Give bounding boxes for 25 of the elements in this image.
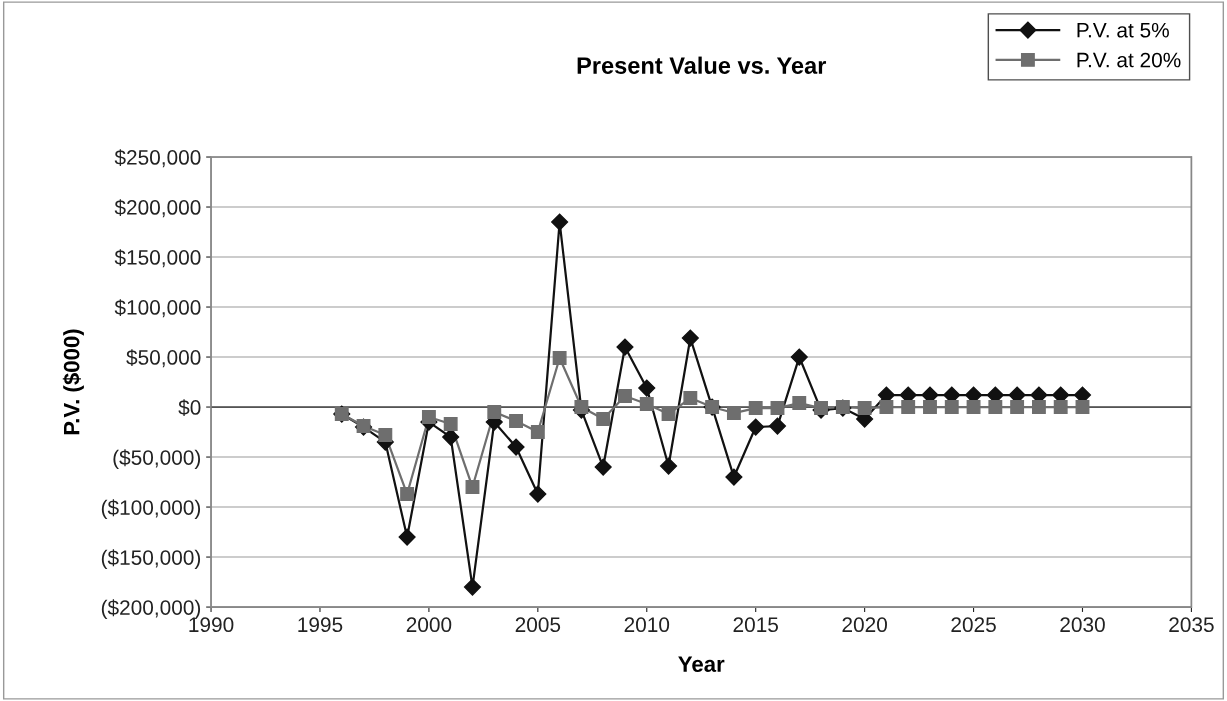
y-tick-label: ($200,000) — [101, 599, 201, 620]
y-tick-label: ($100,000) — [101, 499, 201, 520]
y-axis-title: P.V. ($000) — [62, 329, 84, 435]
y-tick-label: $50,000 — [126, 349, 201, 368]
y-tick-label: $0 — [178, 399, 201, 417]
x-tick-label: 2025 — [951, 617, 996, 633]
x-tick-label: 2015 — [733, 617, 778, 633]
x-tick-label: 2000 — [406, 617, 452, 633]
x-tick-label: 2030 — [1060, 617, 1105, 633]
y-tick-label: $250,000 — [114, 149, 201, 168]
x-tick-label: 1995 — [298, 617, 343, 633]
y-tick-label: $100,000 — [114, 299, 201, 318]
x-tick-label: 2020 — [842, 617, 887, 633]
x-tick-label: 2035 — [1169, 617, 1214, 633]
chart-title: Present Value vs. Year — [577, 56, 827, 74]
legend-label: P.V. at 5% — [1077, 22, 1169, 38]
x-tick-label: 2005 — [515, 617, 561, 633]
legend-label: P.V. at 20% — [1077, 52, 1181, 68]
x-tick-label: 2010 — [624, 617, 670, 633]
x-axis-title: Year — [678, 656, 725, 672]
y-tick-label: ($150,000) — [101, 549, 201, 570]
y-tick-label: $150,000 — [114, 249, 201, 268]
y-tick-label: $200,000 — [114, 199, 201, 218]
y-tick-label: ($50,000) — [113, 449, 201, 470]
x-tick-label: 1990 — [189, 617, 234, 633]
